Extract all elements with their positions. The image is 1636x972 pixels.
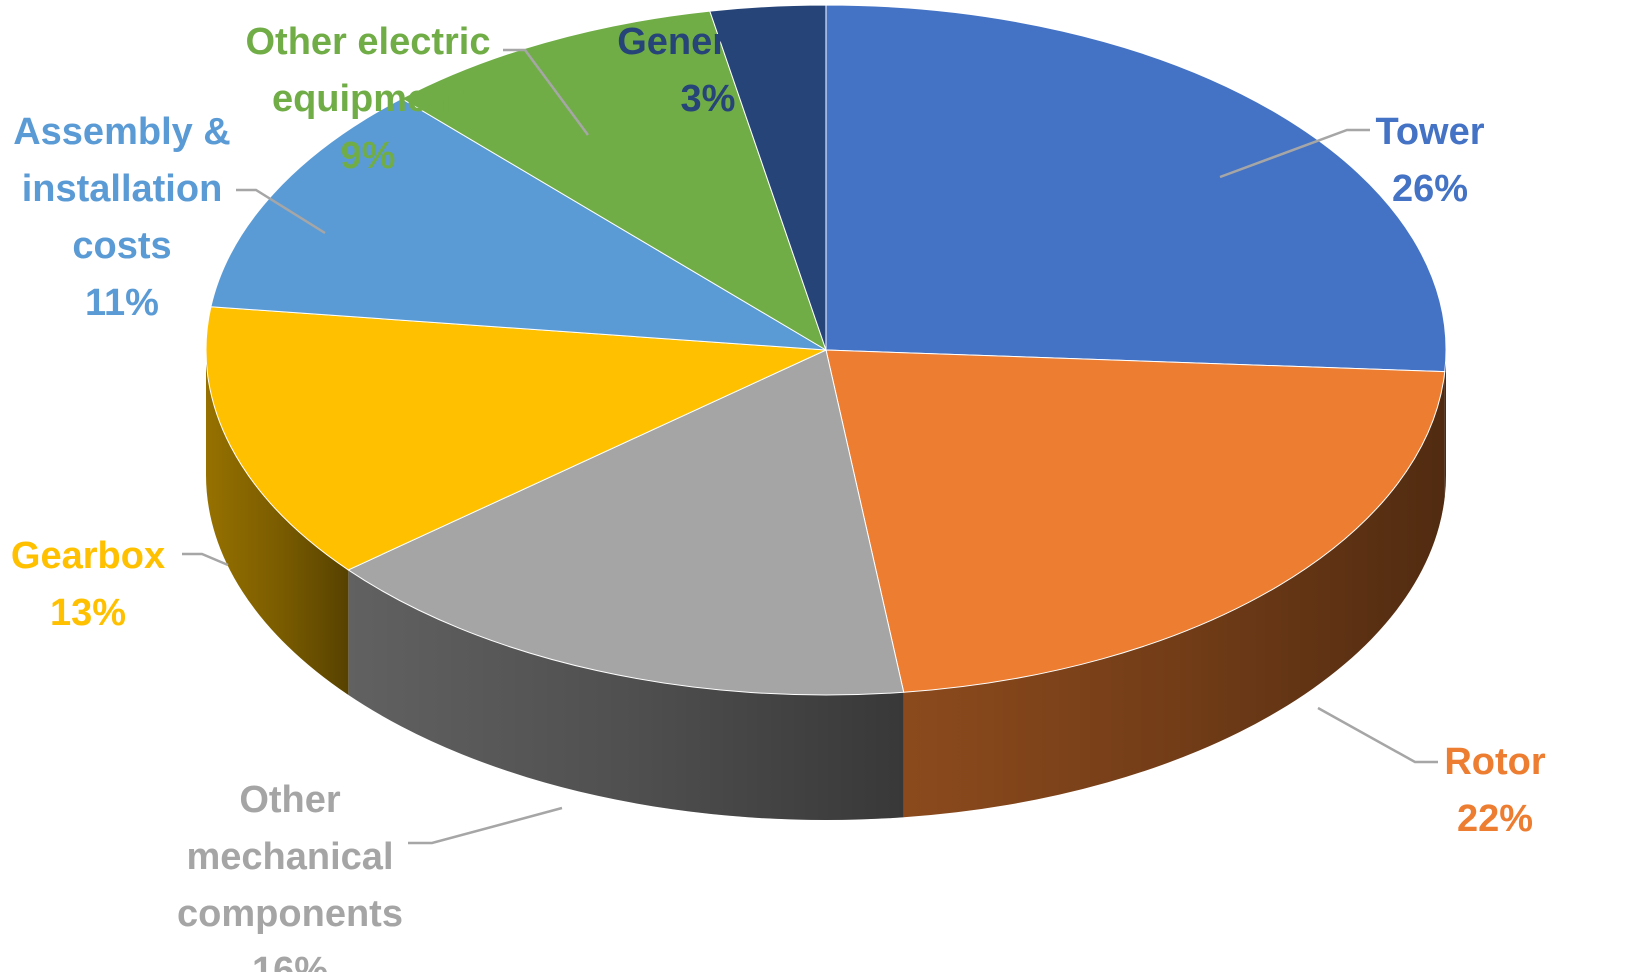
slice-value-other-electric-equipment: 9% [341, 135, 396, 177]
slice-value-tower: 26% [1392, 168, 1468, 210]
slice-label-other-electric-equipment: Other electric equipment 9% [246, 21, 491, 177]
slice-value-generator: 3% [681, 78, 736, 120]
pie-slices [205, 4, 1447, 696]
side-shade-gearbox [206, 350, 349, 695]
slice-name-gearbox-line-1: Gearbox [11, 535, 165, 577]
slice-generator [709, 4, 827, 351]
slice-tower [825, 4, 1447, 373]
leader-line-other-electric-equipment [503, 48, 590, 136]
slice-other-electric-equipment [400, 10, 827, 352]
slice-assembly-and-installation-costs [210, 97, 827, 351]
slice-name-assembly-and-installation-costs-line-2: installation [22, 168, 223, 210]
slice-name-other-electric-equipment-line-2: equipment [272, 78, 464, 120]
slice-name-other-mechanical-components-line-3: components [177, 893, 403, 935]
side-shade-rotor [903, 371, 1445, 818]
slice-labels: Tower 26% Rotor 22% Other mechanical component… [11, 21, 1546, 972]
slice-value-other-mechanical-components: 16% [252, 950, 328, 972]
side-shade-other-mechanical-components [348, 569, 904, 820]
slice-label-rotor: Rotor 22% [1444, 741, 1546, 840]
leader-lines [182, 48, 1438, 845]
slice-value-rotor: 22% [1457, 798, 1533, 840]
slice-name-other-mechanical-components-line-1: Other [239, 779, 341, 821]
slice-label-other-mechanical-components: Other mechanical components 16% [177, 779, 403, 972]
slice-gearbox [205, 306, 827, 571]
leader-line-gearbox [182, 552, 229, 567]
leader-line-assembly-and-installation-costs [236, 188, 326, 235]
leader-line-tower [1219, 128, 1370, 179]
pie-sides [206, 350, 1446, 820]
slice-name-rotor-line-1: Rotor [1444, 741, 1546, 783]
slice-value-gearbox: 13% [50, 592, 126, 634]
leader-line-other-mechanical-components [408, 806, 563, 845]
slice-label-gearbox: Gearbox 13% [11, 535, 165, 634]
slice-name-other-mechanical-components-line-2: mechanical [187, 836, 394, 878]
slice-label-assembly-and-installation-costs: Assembly & installation costs 11% [13, 111, 231, 324]
slice-name-generator-line-1: Generator [617, 21, 799, 63]
slice-name-tower-line-1: Tower [1375, 111, 1484, 153]
slice-value-assembly-and-installation-costs: 11% [85, 282, 159, 324]
leader-line-rotor [1317, 706, 1438, 764]
slice-label-generator: Generator 3% [617, 21, 799, 120]
slice-name-other-electric-equipment-line-1: Other electric [246, 21, 491, 63]
slice-label-tower: Tower 26% [1375, 111, 1484, 210]
slice-other-mechanical-components [347, 349, 905, 696]
slice-name-assembly-and-installation-costs-line-3: costs [72, 225, 171, 267]
slice-rotor [825, 349, 1446, 693]
slice-name-assembly-and-installation-costs-line-1: Assembly & [13, 111, 231, 153]
side-shade-tower [1444, 350, 1446, 497]
